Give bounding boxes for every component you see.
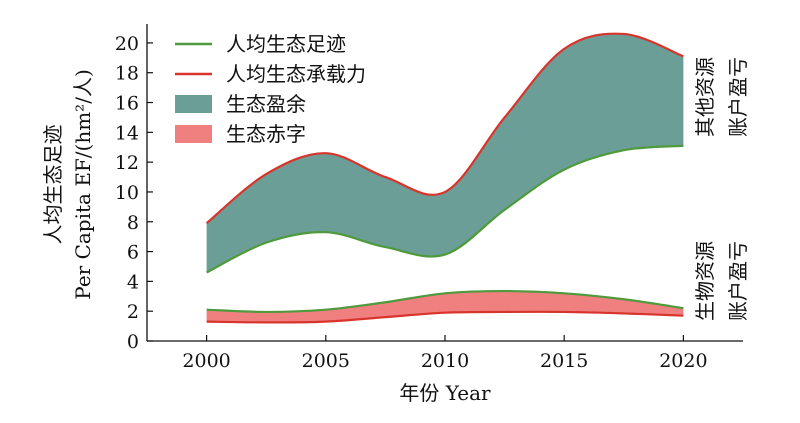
y-axis-title-cn: 人均生态足迹 (41, 125, 65, 245)
y-tick-label: 10 (115, 182, 139, 204)
legend-item-deficit: 生态赤字 (175, 122, 306, 146)
y-tick-label: 20 (115, 33, 139, 55)
x-axis-title: 年份 Year (399, 381, 491, 405)
legend-label: 人均生态足迹 (226, 32, 346, 56)
axis-titles: 年份 Year 人均生态足迹 Per Capita EF/(hm²/人) (41, 69, 491, 405)
legend-label: 生态盈余 (226, 92, 306, 116)
y-tick-label: 4 (127, 271, 139, 293)
y-tick-label: 14 (115, 122, 139, 144)
x-tick-label: 2005 (302, 350, 350, 372)
line-ef-0 (206, 144, 684, 274)
y-axis-title-en: Per Capita EF/(hm²/人) (71, 69, 95, 299)
tick-labels: 0 2 4 6 8 10 12 14 16 18 20 2000 2005 2010 2015 2020 (115, 33, 708, 372)
axes (146, 24, 743, 342)
x-tick-label: 2015 (540, 350, 588, 372)
legend-item-bc: 人均生态承载力 (175, 62, 366, 86)
line-ef-1 (206, 289, 684, 314)
side-label-line: 生物资源 (693, 241, 717, 321)
y-tick-label: 18 (115, 63, 139, 85)
x-tick-label: 2000 (182, 350, 230, 372)
legend-swatch-patch (175, 95, 212, 113)
y-tick-label: 2 (127, 301, 139, 323)
side-label-line: 其他资源 (693, 57, 717, 137)
y-tick-label: 16 (115, 93, 139, 115)
line-bc-0 (205, 32, 684, 225)
y-tick-label: 6 (127, 242, 139, 264)
legend-item-ef: 人均生态足迹 (175, 32, 346, 56)
band-deficit-1 (206, 291, 684, 323)
side-label-0: 其他资源 账户盈亏 (693, 57, 750, 137)
series-lines (205, 32, 684, 324)
legend-item-surplus: 生态盈余 (175, 92, 306, 116)
side-label-line: 账户盈亏 (726, 57, 750, 137)
legend-swatch-patch (175, 125, 212, 143)
y-tick-label: 12 (115, 152, 139, 174)
area-fills (206, 33, 684, 323)
y-tick-label: 0 (127, 331, 139, 353)
legend-label: 生态赤字 (226, 122, 306, 146)
band-surplus-0 (206, 33, 684, 273)
side-label-line: 账户盈亏 (726, 241, 750, 321)
x-tick-label: 2020 (659, 350, 707, 372)
line-bc-1 (206, 310, 684, 324)
x-tick-label: 2010 (421, 350, 469, 372)
side-label-1: 生物资源 账户盈亏 (693, 241, 750, 321)
y-tick-label: 8 (127, 212, 139, 234)
legend-label: 人均生态承载力 (226, 62, 366, 86)
